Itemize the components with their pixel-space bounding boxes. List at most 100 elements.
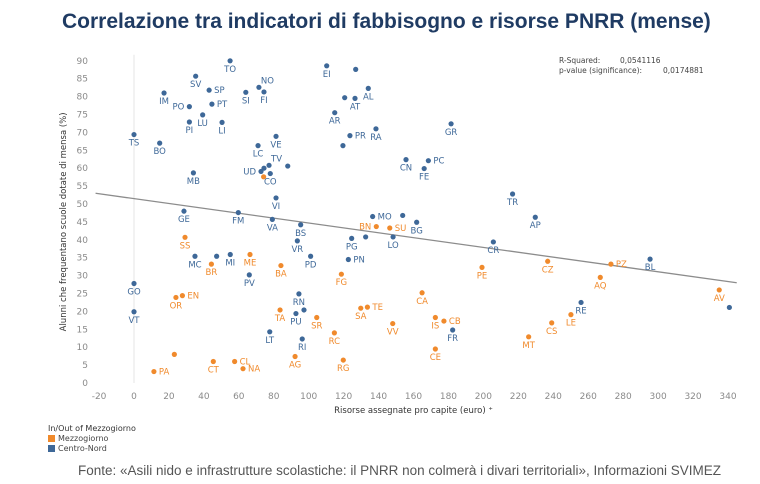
data-point: [352, 95, 358, 101]
point-label: EN: [187, 292, 199, 302]
data-point: [200, 112, 206, 118]
data-point: [400, 212, 406, 219]
point-label: PE: [477, 271, 488, 281]
data-point: [441, 318, 447, 324]
point-label: SI: [242, 96, 250, 106]
point-label: VV: [387, 328, 399, 338]
data-point: [373, 126, 379, 132]
legend-item-mezzogiorno[interactable]: Mezzogiorno: [48, 434, 136, 444]
point-label: MC: [188, 260, 201, 270]
y-tick-label: 90: [77, 57, 89, 67]
point-label: RE: [575, 306, 586, 316]
point-label: SP: [214, 86, 225, 96]
x-tick-label: 300: [650, 392, 667, 402]
point-label: CL: [240, 358, 251, 368]
data-point: [267, 329, 273, 335]
y-tick-label: 80: [77, 93, 89, 103]
y-tick-label: 20: [77, 307, 89, 317]
data-point: [193, 73, 199, 79]
data-point: [235, 209, 241, 216]
data-point: [342, 95, 348, 101]
x-tick-label: 160: [405, 392, 422, 402]
point-label: LI: [218, 126, 225, 136]
data-point: [301, 307, 307, 313]
data-point: [298, 222, 304, 228]
data-point: [292, 353, 298, 360]
point-label: MI: [225, 258, 235, 268]
point-label: LC: [253, 150, 264, 160]
point-label: TS: [128, 139, 140, 149]
legend-swatch: [48, 435, 55, 442]
data-point: [273, 195, 279, 201]
y-tick-label: 70: [77, 128, 89, 138]
point-label: VA: [267, 223, 278, 233]
data-point: [247, 251, 253, 258]
point-label: CO: [264, 178, 277, 188]
data-point: [353, 66, 359, 72]
data-point: [364, 304, 370, 310]
x-tick-label: 320: [684, 392, 701, 402]
source-note: Fonte: «Asili nido e infrastrutture scol…: [78, 463, 721, 478]
data-point: [390, 234, 396, 240]
data-point: [526, 334, 532, 340]
point-label: CE: [430, 353, 441, 363]
point-label: FR: [447, 334, 458, 344]
point-label: LU: [197, 119, 208, 129]
data-point: [267, 170, 273, 177]
data-point: [206, 87, 212, 93]
point-label: RA: [370, 133, 382, 143]
point-label: IS: [431, 321, 439, 331]
data-point: [277, 307, 283, 313]
data-point: [157, 140, 163, 146]
point-label: VR: [291, 245, 303, 255]
regression-stats: R-Squared: 0,0541116 p-value (significanc…: [559, 56, 704, 76]
data-point: [190, 170, 196, 176]
data-point: [365, 85, 371, 91]
data-point: [186, 104, 192, 110]
data-point: [568, 312, 574, 318]
data-point: [597, 274, 603, 280]
point-label: BR: [206, 268, 218, 278]
x-tick-label: 220: [510, 392, 527, 402]
point-label: AG: [289, 361, 301, 371]
data-point: [182, 234, 188, 240]
point-label: LO: [388, 241, 399, 251]
point-label: RG: [337, 364, 350, 374]
point-label: VI: [272, 202, 280, 212]
data-point: [419, 290, 425, 296]
x-tick-label: 0: [131, 392, 137, 402]
legend-item-centro-nord[interactable]: Centro-Nord: [48, 444, 136, 454]
data-point: [370, 213, 376, 220]
data-point: [338, 271, 344, 277]
point-label: VE: [270, 140, 281, 150]
point-label: LT: [265, 336, 275, 346]
data-point: [421, 165, 427, 172]
point-label: TE: [371, 303, 383, 313]
x-tick-label: 280: [615, 392, 632, 402]
data-point: [432, 346, 438, 352]
data-point: [425, 158, 431, 164]
point-label: TV: [270, 154, 282, 164]
data-point: [345, 256, 351, 263]
data-point: [261, 89, 267, 95]
data-point: [358, 305, 364, 311]
data-point: [273, 133, 279, 139]
data-point: [219, 119, 225, 125]
x-axis-label: Risorse assegnate pro capite (euro) ⁺: [334, 406, 493, 416]
x-tick-label: 120: [335, 392, 352, 402]
point-label: GE: [178, 215, 190, 225]
y-tick-label: 85: [77, 75, 88, 85]
point-label: BA: [275, 270, 287, 280]
y-tick-label: 5: [82, 361, 88, 371]
point-label: ME: [244, 258, 257, 268]
point-label: GR: [445, 128, 458, 138]
data-point: [403, 157, 409, 163]
x-tick-label: 80: [268, 392, 280, 402]
point-label: TR: [506, 198, 518, 208]
point-label: MO: [378, 213, 392, 223]
x-tick-label: 20: [163, 392, 175, 402]
data-point: [479, 264, 485, 270]
point-label: AT: [350, 102, 361, 112]
data-point: [448, 121, 454, 127]
data-point: [255, 143, 261, 149]
